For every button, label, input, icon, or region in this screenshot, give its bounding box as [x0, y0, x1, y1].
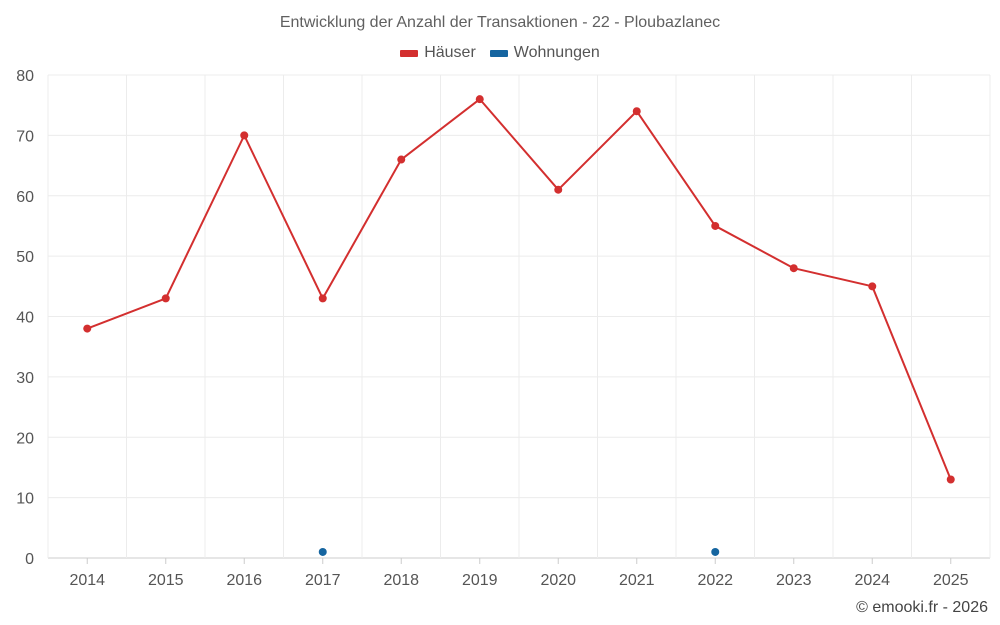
copyright-footer: © emooki.fr - 2026 [856, 599, 988, 616]
x-tick-label-2024: 2024 [854, 572, 890, 589]
x-tick-label-2015: 2015 [148, 572, 184, 589]
legend-item-wohnungen[interactable]: Wohnungen [489, 44, 600, 62]
x-tick-label-2014: 2014 [69, 572, 105, 589]
chart-title: Entwicklung der Anzahl der Transaktionen… [279, 14, 721, 31]
legend-swatch-wohnungen [489, 49, 508, 57]
legend-swatch-haeuser [400, 49, 419, 57]
x-tick-label-2021: 2021 [619, 572, 655, 589]
legend-label-wohnungen: Wohnungen [513, 44, 600, 61]
data-point-haeuser-2017 [318, 294, 327, 303]
data-point-wohnungen-2022 [711, 547, 720, 556]
x-tick-label-2022: 2022 [697, 572, 733, 589]
legend: Häuser Wohnungen [0, 44, 1000, 62]
data-point-haeuser-2021 [632, 107, 641, 116]
y-tick-label-0: 0 [25, 551, 34, 568]
x-tick-label-2016: 2016 [226, 572, 262, 589]
data-point-haeuser-2019 [475, 95, 484, 104]
x-tick-label-2020: 2020 [540, 572, 576, 589]
x-tick-label-2018: 2018 [383, 572, 419, 589]
data-point-haeuser-2024 [868, 282, 877, 291]
data-point-haeuser-2025 [946, 475, 955, 484]
legend-item-haeuser[interactable]: Häuser [400, 44, 476, 62]
data-point-haeuser-2016 [240, 131, 249, 140]
x-tick-label-2017: 2017 [305, 572, 341, 589]
data-point-haeuser-2014 [83, 324, 92, 333]
data-point-wohnungen-2017 [318, 547, 327, 556]
data-point-haeuser-2015 [161, 294, 170, 303]
y-tick-label-60: 60 [16, 189, 34, 206]
series-line-haeuser [86, 98, 952, 480]
data-point-haeuser-2020 [554, 185, 563, 194]
y-tick-label-50: 50 [16, 249, 34, 266]
data-point-haeuser-2023 [789, 264, 798, 273]
x-tick-label-2023: 2023 [776, 572, 812, 589]
y-tick-label-10: 10 [16, 491, 34, 508]
data-point-haeuser-2022 [711, 221, 720, 230]
y-tick-label-70: 70 [16, 128, 34, 145]
y-tick-label-80: 80 [16, 68, 34, 85]
data-point-haeuser-2018 [397, 155, 406, 164]
y-tick-label-20: 20 [16, 430, 34, 447]
legend-label-haeuser: Häuser [424, 44, 476, 61]
x-tick-label-2025: 2025 [933, 572, 969, 589]
y-tick-label-30: 30 [16, 370, 34, 387]
x-tick-label-2019: 2019 [462, 572, 498, 589]
y-tick-label-40: 40 [16, 310, 34, 327]
